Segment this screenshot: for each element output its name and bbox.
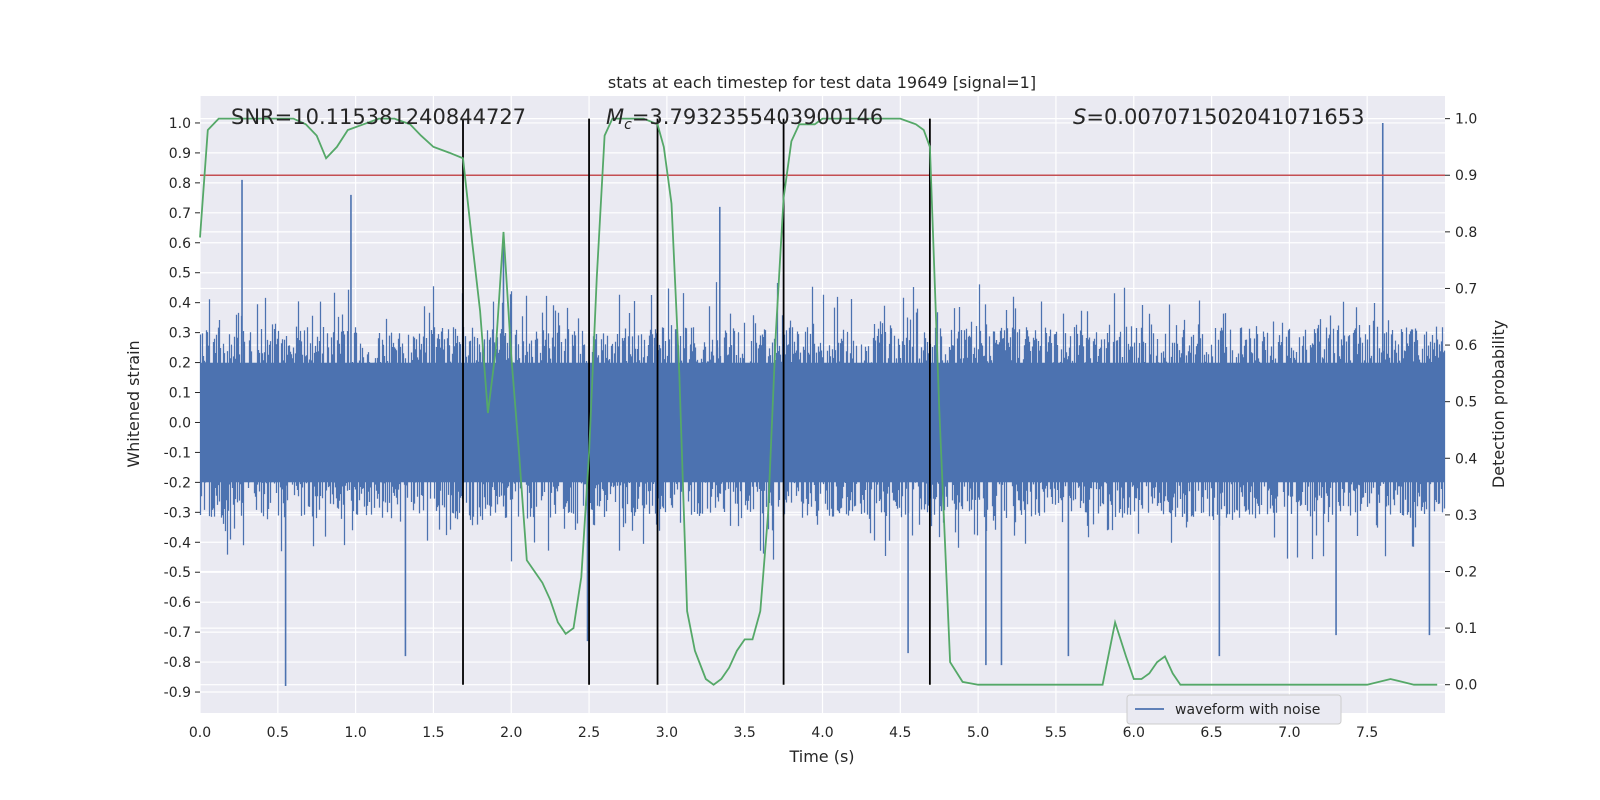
x-tick-label: 7.5 — [1356, 725, 1378, 741]
s-value: =0.007071502041071653 — [1086, 105, 1364, 129]
chirp-mass-annotation: Mc=3.7932355403900146 — [606, 105, 883, 133]
y2-tick-label: 0.0 — [1455, 678, 1477, 694]
y-tick-label: -0.4 — [164, 535, 191, 551]
y2-tick-label: 0.7 — [1455, 281, 1477, 297]
y-tick-label: -0.9 — [164, 685, 191, 701]
y2-tick-label: 0.4 — [1455, 451, 1477, 467]
x-tick-label: 3.5 — [734, 725, 756, 741]
x-axis-label: Time (s) — [788, 747, 854, 766]
legend: waveform with noise — [1126, 694, 1342, 725]
x-tick-label: 4.5 — [889, 725, 911, 741]
x-tick-label: 6.5 — [1200, 725, 1222, 741]
waveform-series — [199, 282, 1446, 562]
y-tick-label: 0.6 — [169, 236, 191, 252]
y-tick-label: 0.1 — [169, 386, 191, 402]
y-tick-label: 0.4 — [169, 296, 191, 312]
y-tick-label: 0.5 — [169, 266, 191, 282]
y-tick-label: 0.9 — [169, 146, 191, 162]
detection-probability-line — [199, 117, 1438, 686]
chirp-mass-subscript: c — [624, 117, 632, 133]
x-tick-label: 6.0 — [1123, 725, 1145, 741]
x-tick-label: 2.5 — [578, 725, 600, 741]
s-annotation: S=0.007071502041071653 — [1073, 105, 1364, 129]
y-tick-label: -0.2 — [164, 475, 191, 491]
x-tick-label: 2.0 — [500, 725, 522, 741]
y-tick-label: -0.8 — [164, 655, 191, 671]
y2-tick-label: 0.9 — [1455, 168, 1477, 184]
y-tick-label: -0.5 — [164, 565, 191, 581]
legend-box — [1126, 694, 1342, 725]
x-tick-label: 0.0 — [189, 725, 211, 741]
y2-tick-label: 0.8 — [1455, 225, 1477, 241]
legend-label: waveform with noise — [1175, 702, 1320, 718]
chirp-mass-symbol: M — [606, 105, 624, 129]
y-tick-labels: 1.0 0.9 0.8 0.7 0.6 0.5 0.4 0.3 0.2 0.1 0.0 -0.1 -0.… — [164, 116, 200, 701]
x-tick-label: 4.0 — [811, 725, 833, 741]
y-tick-label: 0.0 — [169, 415, 191, 431]
x-tick-label: 5.5 — [1045, 725, 1067, 741]
x-tick-label: 1.0 — [344, 725, 366, 741]
y-tick-label: 1.0 — [169, 116, 191, 132]
x-tick-label: 7.0 — [1278, 725, 1300, 741]
waveform-peaks — [241, 122, 1431, 687]
y2-tick-label: 0.3 — [1455, 508, 1477, 524]
y-tick-label: 0.2 — [169, 356, 191, 372]
snr-annotation: SNR=10.115381240844727 — [231, 105, 526, 129]
s-symbol: S — [1073, 105, 1086, 129]
y-axis-label: Whitened strain — [124, 340, 143, 467]
y2-tick-labels: 1.0 0.9 0.8 0.7 0.6 0.5 0.4 0.3 0.2 0.1 0.0 — [1445, 112, 1477, 694]
y2-tick-label: 0.6 — [1455, 338, 1477, 354]
y2-tick-label: 0.2 — [1455, 564, 1477, 580]
x-tick-label: 5.0 — [967, 725, 989, 741]
x-tick-label: 1.5 — [422, 725, 444, 741]
y-tick-label: -0.3 — [164, 505, 191, 521]
waveform-noise-band — [199, 282, 1446, 562]
y-tick-label: 0.3 — [169, 326, 191, 342]
y-tick-label: 0.7 — [169, 206, 191, 222]
x-tick-label: 3.0 — [656, 725, 678, 741]
y-tick-label: -0.7 — [164, 625, 191, 641]
chirp-mass-value: =3.7932355403900146 — [632, 105, 883, 129]
y2-tick-label: 0.1 — [1455, 621, 1477, 637]
y-tick-label: -0.1 — [164, 445, 191, 461]
y2-tick-label: 0.5 — [1455, 395, 1477, 411]
x-tick-label: 0.5 — [267, 725, 289, 741]
chart-title: stats at each timestep for test data 196… — [608, 73, 1036, 92]
y-tick-label: -0.6 — [164, 595, 191, 611]
y-tick-label: 0.8 — [169, 176, 191, 192]
y2-tick-label: 1.0 — [1455, 112, 1477, 128]
y2-axis-label: Detection probability — [1489, 320, 1508, 488]
x-tick-labels: 0.0 0.5 1.0 1.5 2.0 2.5 3.0 3.5 4.0 4.5 5.0 5.5 6.0 6… — [189, 725, 1378, 741]
